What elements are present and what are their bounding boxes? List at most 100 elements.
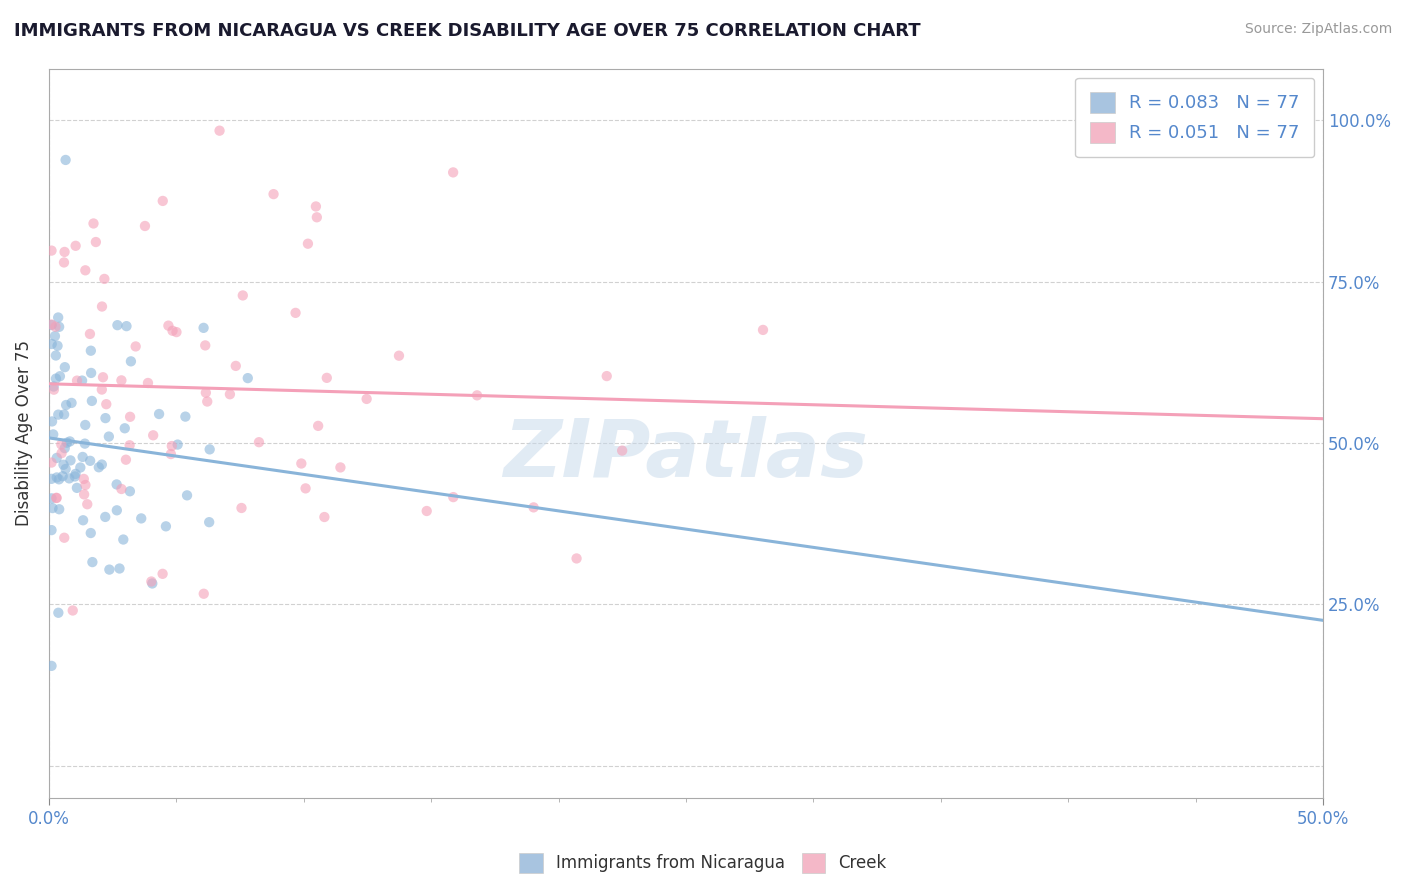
Point bbox=[231, 500, 253, 515]
Point bbox=[610, 443, 633, 458]
Point bbox=[152, 194, 174, 208]
Point bbox=[45, 349, 67, 363]
Point bbox=[53, 441, 76, 455]
Point bbox=[44, 319, 66, 334]
Point bbox=[73, 487, 96, 501]
Point bbox=[208, 123, 231, 137]
Point bbox=[53, 244, 76, 259]
Point bbox=[356, 392, 378, 406]
Point bbox=[52, 458, 75, 472]
Point bbox=[305, 199, 328, 213]
Point bbox=[80, 526, 103, 541]
Point bbox=[152, 566, 174, 581]
Point bbox=[48, 502, 70, 516]
Point bbox=[41, 244, 63, 258]
Point bbox=[219, 387, 242, 401]
Point bbox=[232, 288, 254, 302]
Point bbox=[290, 457, 312, 471]
Point bbox=[105, 477, 128, 491]
Point bbox=[45, 470, 67, 484]
Point bbox=[73, 436, 96, 450]
Point bbox=[87, 460, 110, 475]
Point bbox=[60, 396, 83, 410]
Point bbox=[59, 434, 82, 449]
Point bbox=[56, 435, 79, 450]
Point bbox=[72, 450, 94, 464]
Point bbox=[75, 263, 97, 277]
Point bbox=[596, 369, 619, 384]
Point bbox=[41, 491, 63, 506]
Point bbox=[110, 373, 132, 387]
Point bbox=[48, 319, 70, 334]
Point bbox=[297, 236, 319, 251]
Legend: R = 0.083   N = 77, R = 0.051   N = 77: R = 0.083 N = 77, R = 0.051 N = 77 bbox=[1076, 78, 1315, 157]
Point bbox=[305, 211, 328, 225]
Point bbox=[46, 408, 69, 422]
Point bbox=[53, 255, 76, 269]
Point bbox=[41, 318, 63, 332]
Point bbox=[70, 374, 93, 388]
Point bbox=[91, 370, 114, 384]
Point bbox=[90, 383, 112, 397]
Point bbox=[118, 484, 141, 499]
Point bbox=[48, 472, 70, 486]
Point bbox=[565, 551, 588, 566]
Point bbox=[72, 513, 94, 527]
Point bbox=[55, 462, 77, 476]
Point bbox=[76, 497, 98, 511]
Point bbox=[198, 442, 221, 457]
Point bbox=[51, 446, 73, 460]
Point bbox=[94, 510, 117, 524]
Point bbox=[160, 447, 183, 461]
Point bbox=[110, 482, 132, 496]
Point bbox=[247, 435, 270, 450]
Point bbox=[166, 325, 188, 339]
Point bbox=[155, 519, 177, 533]
Point bbox=[55, 398, 77, 412]
Point bbox=[62, 603, 84, 617]
Point bbox=[174, 409, 197, 424]
Y-axis label: Disability Age Over 75: Disability Age Over 75 bbox=[15, 341, 32, 526]
Point bbox=[46, 339, 69, 353]
Point bbox=[46, 310, 69, 325]
Point bbox=[55, 153, 77, 167]
Point bbox=[134, 219, 156, 233]
Point bbox=[329, 460, 352, 475]
Point bbox=[82, 217, 104, 231]
Point bbox=[41, 523, 63, 537]
Point bbox=[176, 488, 198, 502]
Point bbox=[284, 306, 307, 320]
Point bbox=[65, 239, 87, 253]
Point bbox=[90, 458, 112, 472]
Point bbox=[166, 437, 188, 451]
Point bbox=[225, 359, 247, 373]
Point bbox=[73, 472, 96, 486]
Point bbox=[45, 491, 67, 505]
Point bbox=[91, 300, 114, 314]
Point bbox=[752, 323, 775, 337]
Point bbox=[41, 501, 63, 516]
Point bbox=[124, 339, 146, 353]
Point bbox=[41, 414, 63, 428]
Point bbox=[41, 659, 63, 673]
Point bbox=[80, 366, 103, 380]
Point bbox=[441, 165, 464, 179]
Point bbox=[49, 369, 72, 384]
Point bbox=[80, 393, 103, 408]
Point bbox=[194, 385, 217, 400]
Point bbox=[236, 371, 259, 385]
Point bbox=[263, 187, 285, 202]
Point bbox=[53, 360, 76, 375]
Point bbox=[84, 235, 107, 249]
Point bbox=[45, 371, 67, 385]
Point bbox=[98, 563, 121, 577]
Point bbox=[51, 437, 73, 451]
Point bbox=[415, 504, 437, 518]
Point bbox=[53, 408, 76, 422]
Point bbox=[41, 337, 63, 351]
Point bbox=[115, 319, 138, 334]
Point bbox=[58, 471, 80, 485]
Point bbox=[114, 421, 136, 435]
Point bbox=[198, 515, 221, 529]
Point bbox=[66, 374, 89, 388]
